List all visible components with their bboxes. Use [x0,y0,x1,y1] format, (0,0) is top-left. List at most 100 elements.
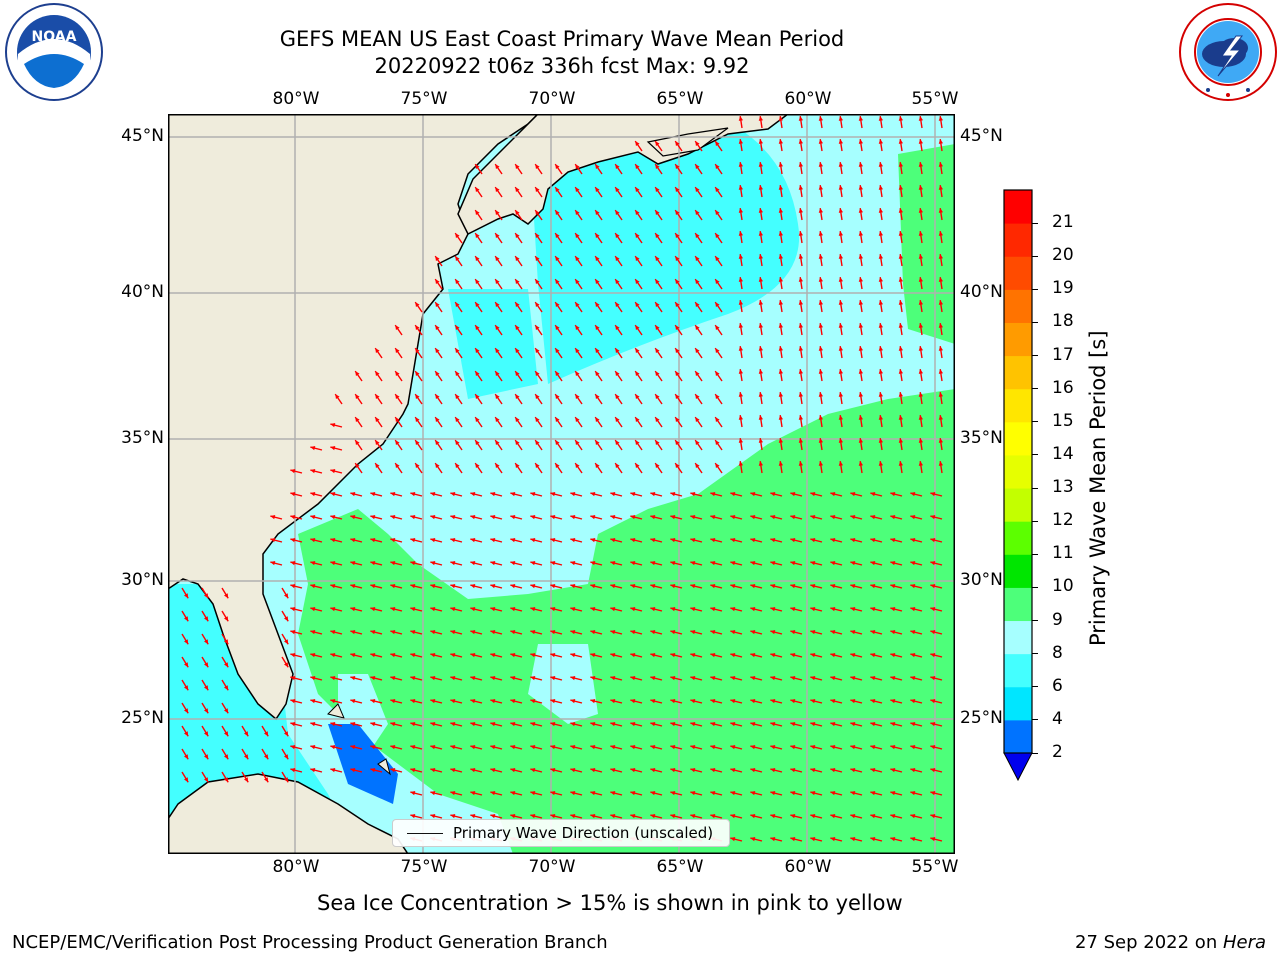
wave-arrow-head [570,561,576,566]
wave-arrow-head [290,515,296,520]
wave-arrow-head [415,325,420,331]
wave-arrow-head [635,164,640,170]
wave-arrow-head [430,561,436,566]
wave-arrow-head [830,722,836,727]
wave-arrow-head [635,256,640,262]
wave-arrow-head [918,461,924,466]
wave-arrow-head [830,768,836,773]
lon-label-top: 60°W [784,89,832,109]
wave-arrow-head [184,593,189,599]
wave-arrow-head [550,561,556,566]
wave-arrow-head [930,699,936,704]
wave-arrow-head [570,814,576,819]
wave-arrow-head [890,837,896,842]
wave-arrow-head [710,584,716,589]
wave-arrow-head [430,515,436,520]
wave-arrow-head [550,722,556,727]
wave-arrow-head [410,538,416,543]
wave-arrow-head [184,639,189,645]
wave-arrow-head [355,440,360,446]
wave-arrow-head [515,302,520,308]
wave-arrow-head [918,323,924,328]
wave-arrow-head [650,630,656,635]
wave-arrow-head [535,371,540,377]
wave-arrow-head [390,538,396,543]
wave-arrow-head [530,653,536,658]
wave-arrow-head [715,302,720,308]
wave-arrow-head [430,676,436,681]
wave-arrow-head [495,302,500,308]
wave-arrow-head [758,231,764,236]
wave-arrow-head [630,584,636,589]
wave-arrow-head [590,607,596,612]
wave-arrow-head [758,438,764,443]
lon-label-bottom: 55°W [911,857,959,877]
wave-arrow-head [890,492,896,497]
wave-arrow-head [410,515,416,520]
wave-arrow-head [310,630,316,635]
wave-arrow-head [918,231,924,236]
wave-arrow-head [530,515,536,520]
wave-arrow-head [938,185,944,190]
wave-arrow-head [710,814,716,819]
wave-arrow-head [570,699,576,704]
wave-arrow-head [690,584,696,589]
wave-arrow-head [430,791,436,796]
wave-arrow-head [790,607,796,612]
wave-arrow-head [750,607,756,612]
legend-label: Primary Wave Direction (unscaled) [453,824,714,842]
wave-arrow-head [610,814,616,819]
wave-arrow-head [850,538,856,543]
wave-arrow-head [515,164,520,170]
wave-arrow-head [890,814,896,819]
wave-arrow-head [695,210,700,216]
wave-arrow-head [375,463,380,469]
wave-arrow-head [770,814,776,819]
colorbar-tick-label: 16 [1052,377,1074,398]
lon-label-bottom: 65°W [656,857,704,877]
colorbar-tick-label: 4 [1052,708,1063,729]
wave-arrow-head [475,279,480,285]
wave-arrow-head [730,538,736,543]
wave-arrow-head [535,164,540,170]
wave-arrow-head [595,325,600,331]
wave-arrow-head [810,561,816,566]
wave-arrow-head [778,185,784,190]
wave-arrow-head [670,699,676,704]
wave-arrow-head [450,699,456,704]
land-cuba [168,773,409,854]
wave-arrow-head [264,754,269,760]
wave-direction-arrows [181,116,944,842]
wave-arrow-head [770,515,776,520]
wave-arrow-head [838,254,844,259]
wave-arrow-head [495,394,500,400]
wave-arrow-head [555,210,560,216]
wave-arrow-head [898,116,904,121]
wave-arrow-head [830,515,836,520]
wave-arrow-head [630,630,636,635]
wave-arrow-head [284,639,289,645]
wave-arrow-head [310,653,316,658]
wave-arrow-head [778,346,784,351]
wave-arrow-head [695,164,700,170]
lon-label-bottom: 60°W [784,857,832,877]
colorbar-tick-label: 20 [1052,245,1074,266]
wave-arrow-head [938,277,944,282]
wave-arrow-head [738,185,744,190]
wave-arrow-head [535,394,540,400]
wave-arrow-head [375,394,380,400]
wave-arrow-head [630,607,636,612]
wave-arrow-head [530,630,536,635]
wave-arrow-head [184,754,189,760]
wave-arrow-head [470,653,476,658]
wave-arrow-head [798,438,804,443]
lon-label-bottom: 80°W [272,857,320,877]
wave-arrow-head [798,300,804,305]
wave-arrow-head [435,463,440,469]
wave-arrow-head [830,699,836,704]
colorbar-segment [1004,421,1032,456]
wave-arrow-head [204,754,209,760]
wave-arrow-head [715,141,720,147]
wave-arrow-head [770,561,776,566]
wave-arrow-head [715,233,720,239]
